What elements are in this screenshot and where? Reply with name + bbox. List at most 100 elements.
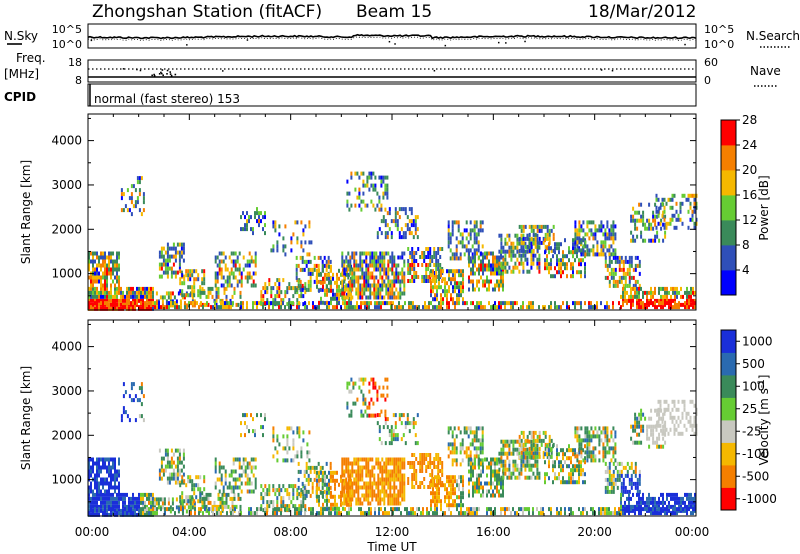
velocity-cell	[397, 465, 400, 470]
velocity-cell	[352, 385, 355, 390]
power-cell	[389, 291, 392, 296]
velocity-cell	[450, 475, 452, 480]
velocity-cell	[375, 493, 378, 498]
velocity-cell	[353, 469, 356, 474]
velocity-cell	[459, 442, 462, 447]
power-cell	[382, 195, 385, 200]
power-cell	[240, 283, 243, 288]
velocity-cell	[411, 461, 414, 465]
velocity-cell	[307, 473, 310, 478]
velocity-cell	[347, 457, 350, 462]
power-cell	[646, 298, 648, 303]
power-cell	[134, 200, 137, 205]
velocity-cell	[450, 495, 452, 500]
power-cell	[578, 220, 581, 225]
velocity-cell	[500, 439, 503, 444]
power-cell	[297, 279, 300, 284]
power-cell	[346, 301, 348, 306]
power-cell	[520, 237, 523, 242]
power-cell	[560, 242, 562, 247]
power-cell	[496, 259, 498, 264]
velocity-cell	[403, 493, 406, 498]
power-cell	[205, 294, 208, 299]
velocity-cell	[288, 496, 291, 501]
velocity-cell	[231, 508, 234, 513]
power-y-tick-labels: 1000 2000 3000 4000	[51, 134, 82, 281]
power-cell	[106, 301, 108, 306]
velocity-cell	[260, 496, 263, 501]
velocity-cell	[447, 454, 450, 459]
power-cell	[423, 259, 426, 263]
velocity-cell	[318, 498, 320, 503]
power-cell	[371, 291, 374, 296]
velocity-cell	[532, 463, 535, 468]
power-cell	[108, 298, 110, 303]
power-cell	[373, 287, 376, 292]
power-cell	[400, 305, 402, 310]
power-cell	[410, 207, 413, 212]
power-cell	[238, 263, 241, 268]
power-cell	[544, 232, 547, 237]
power-cell	[693, 209, 696, 214]
power-cell	[173, 295, 176, 300]
power-cell	[167, 295, 170, 300]
power-cell	[278, 301, 280, 306]
power-cell	[433, 271, 436, 275]
velocity-cell	[355, 457, 358, 462]
power-cell	[180, 270, 183, 275]
power-cell	[530, 228, 533, 233]
velocity-cell	[441, 469, 444, 473]
velocity-cell	[423, 485, 426, 489]
power-cell	[188, 301, 190, 306]
velocity-cell	[377, 501, 380, 506]
power-cell	[148, 298, 150, 303]
power-cell	[126, 294, 128, 299]
power-cell	[516, 257, 519, 262]
velocity-cell	[236, 457, 239, 462]
power-cell	[246, 227, 248, 232]
power-cell	[370, 301, 372, 306]
velocity-cell	[368, 401, 371, 406]
power-cell	[640, 286, 642, 291]
power-cell	[303, 267, 306, 272]
power-cell	[240, 275, 243, 280]
velocity-cell	[373, 465, 376, 470]
power-cell	[636, 294, 638, 299]
power-cell	[662, 238, 665, 243]
power-cell	[602, 248, 605, 253]
power-cell	[236, 267, 239, 272]
power-cell	[217, 290, 220, 295]
power-cell	[295, 263, 298, 268]
velocity-cell	[336, 502, 338, 507]
velocity-cell	[361, 473, 364, 478]
power-colorbar	[721, 119, 740, 296]
power-cell	[303, 259, 306, 264]
power-cell	[472, 267, 474, 272]
power-cell	[242, 255, 245, 260]
velocity-cell	[244, 469, 247, 474]
power-cell	[694, 290, 696, 295]
power-cell	[318, 288, 320, 293]
power-cell	[179, 277, 182, 282]
velocity-cell	[385, 493, 388, 498]
velocity-cell	[459, 430, 462, 435]
power-cell	[276, 240, 279, 245]
power-cell	[602, 252, 605, 257]
power-cell	[142, 290, 144, 295]
velocity-cell	[484, 457, 486, 462]
power-cell	[469, 236, 472, 241]
power-cell	[282, 236, 285, 241]
velocity-cell	[140, 414, 143, 419]
power-cell	[508, 233, 511, 238]
power-cell	[201, 281, 204, 286]
velocity-cell	[351, 481, 354, 486]
power-cell	[104, 283, 106, 288]
power-cell	[92, 267, 94, 272]
velocity-cell	[474, 481, 476, 486]
velocity-cell	[345, 485, 348, 490]
power-cell	[692, 301, 694, 306]
velocity-cell	[174, 464, 177, 469]
power-cell	[530, 241, 533, 246]
velocity-cell	[286, 450, 289, 455]
velocity-cell	[478, 489, 480, 494]
